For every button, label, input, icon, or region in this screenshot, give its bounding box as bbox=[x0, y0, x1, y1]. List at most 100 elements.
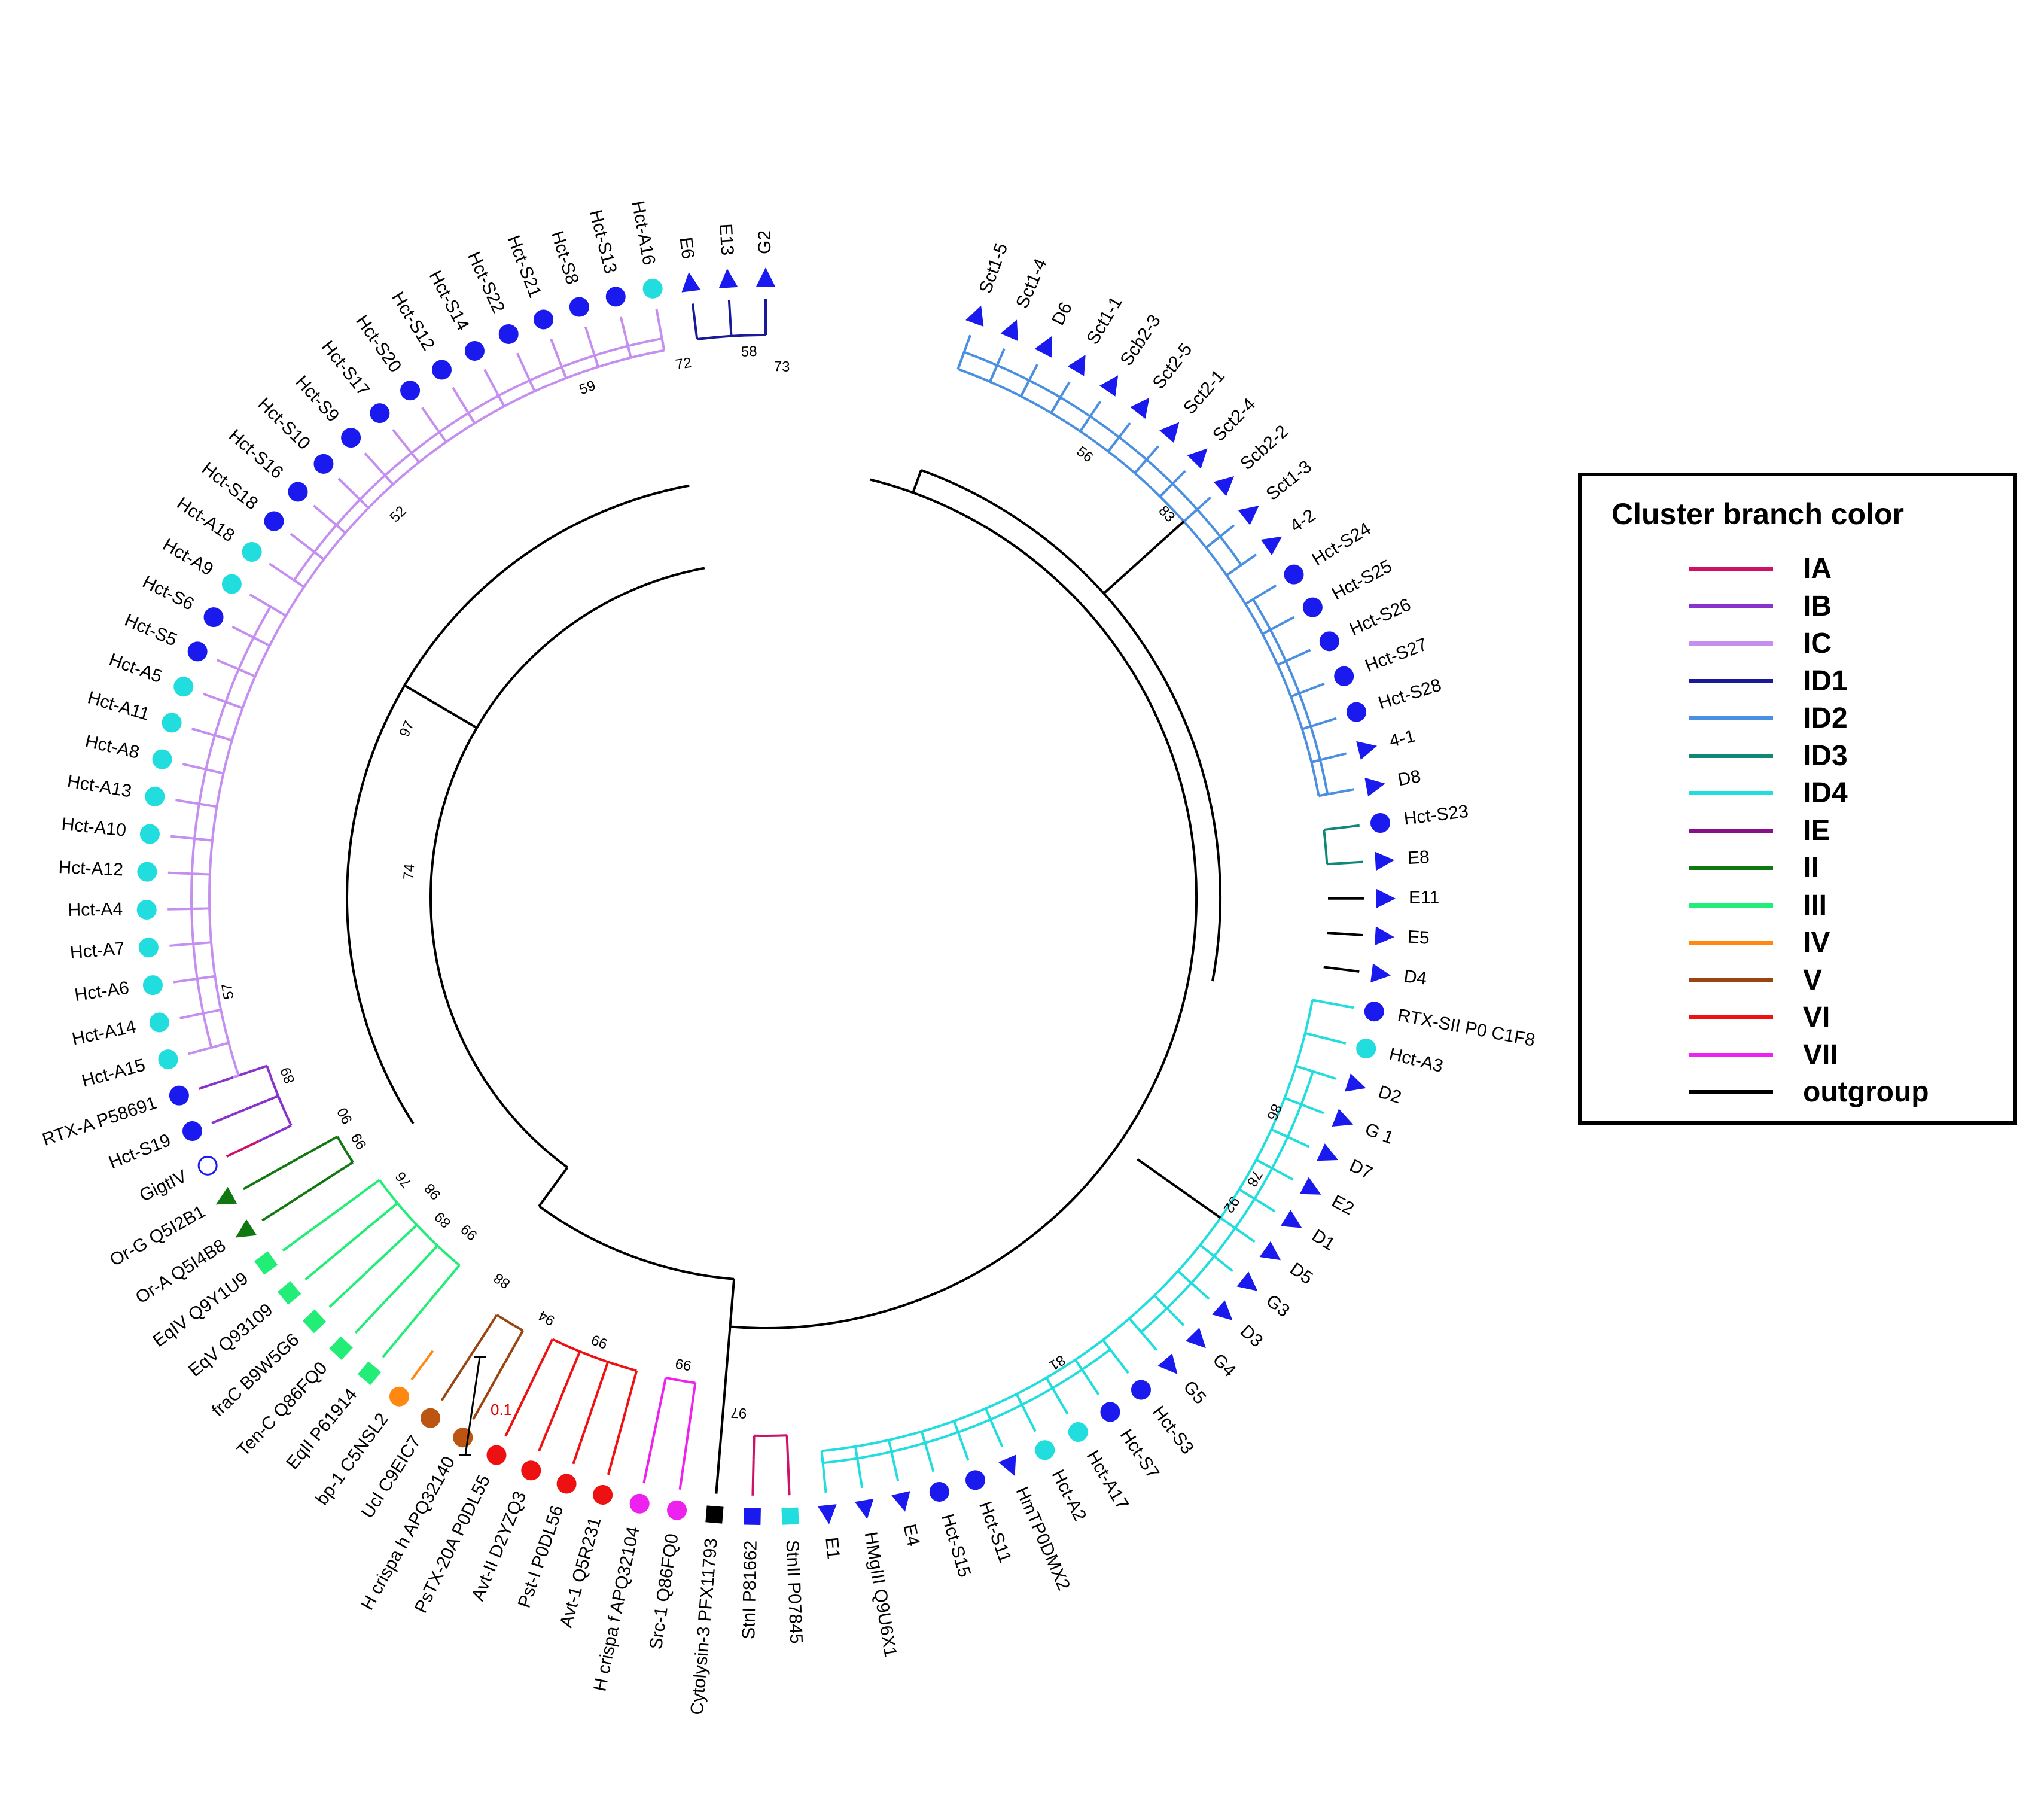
leaf-label: Hct-A18 bbox=[173, 494, 238, 546]
support-value: 89 bbox=[431, 1209, 454, 1231]
clade-connector bbox=[467, 412, 473, 419]
clade-connector bbox=[1290, 1099, 1302, 1106]
leaf-label: Hct-A9 bbox=[159, 535, 217, 580]
leaf-marker bbox=[197, 1155, 218, 1176]
clade-connector bbox=[232, 1074, 239, 1079]
leaf-marker bbox=[1130, 397, 1150, 419]
leaf-branch bbox=[472, 1387, 492, 1420]
leaf-label: E8 bbox=[1407, 847, 1430, 868]
leaf-marker bbox=[400, 381, 421, 401]
clade-connector bbox=[404, 1264, 461, 1331]
leaf-branch bbox=[242, 1170, 276, 1191]
legend-swatch bbox=[1689, 1015, 1773, 1019]
clade-connector bbox=[1318, 793, 1328, 798]
leaf-marker bbox=[421, 1408, 441, 1428]
leaf-label: Hct-A2 bbox=[1047, 1466, 1090, 1524]
clade-connector bbox=[1134, 458, 1148, 474]
leaf-branch bbox=[1327, 932, 1363, 936]
support-value: 56 bbox=[1074, 443, 1096, 466]
leaf-branch bbox=[282, 1228, 313, 1252]
leaf-marker bbox=[215, 1186, 237, 1205]
clade-connector bbox=[1079, 415, 1092, 433]
support-value: 99 bbox=[458, 1221, 480, 1243]
leaf-branch bbox=[607, 1439, 619, 1475]
legend-label: IE bbox=[1803, 814, 1830, 847]
leaf-marker bbox=[1186, 1328, 1206, 1349]
clade-connector bbox=[214, 1008, 221, 1012]
clade-connector bbox=[211, 1043, 224, 1049]
clade-connector bbox=[922, 1436, 927, 1444]
leaf-marker bbox=[744, 1508, 761, 1526]
legend-item: outgroup bbox=[1689, 1075, 2000, 1110]
leaf-marker bbox=[389, 1386, 409, 1407]
leaf-marker bbox=[1131, 1380, 1151, 1400]
support-value: 72 bbox=[674, 355, 693, 373]
leaf-marker bbox=[341, 428, 361, 448]
leaf-label: Hct-S13 bbox=[586, 208, 620, 275]
leaf-label: Hct-A13 bbox=[66, 771, 133, 801]
leaf-marker bbox=[1334, 666, 1354, 686]
clade-connector bbox=[1018, 1399, 1023, 1405]
leaf-label: Hct-A6 bbox=[74, 978, 130, 1005]
tree-branches bbox=[167, 299, 1364, 1496]
leaf-marker bbox=[1187, 448, 1208, 469]
leaf-label: H crispa h APQ32140 bbox=[357, 1453, 459, 1614]
leaf-label: D5 bbox=[1286, 1259, 1316, 1288]
clade-connector bbox=[1204, 1247, 1215, 1258]
leaf-marker bbox=[264, 511, 284, 531]
clade-connector bbox=[662, 344, 666, 351]
clade-connector bbox=[270, 605, 282, 614]
legend-label: outgroup bbox=[1803, 1076, 1929, 1108]
clade-connector bbox=[1262, 628, 1271, 635]
leaf-label: E2 bbox=[1329, 1191, 1357, 1219]
clade-connector bbox=[359, 498, 365, 505]
clade-connector bbox=[1276, 1131, 1288, 1139]
support-value: 81 bbox=[1046, 1352, 1068, 1374]
clade-connector bbox=[1050, 397, 1062, 414]
leaf-marker bbox=[277, 1281, 301, 1305]
leaf-label: Hct-A17 bbox=[1083, 1447, 1132, 1513]
clade-connector bbox=[1205, 535, 1221, 549]
support-value: 57 bbox=[218, 982, 237, 1000]
clade-connector bbox=[1244, 1191, 1256, 1200]
clade-arc bbox=[1140, 1071, 1314, 1333]
leaf-branch bbox=[1327, 860, 1363, 866]
clade-arc bbox=[496, 1314, 524, 1332]
clade-connector bbox=[332, 1202, 398, 1258]
leaf-marker bbox=[1035, 1440, 1055, 1460]
leaf-marker bbox=[1370, 813, 1390, 833]
clade-connector bbox=[956, 351, 965, 370]
leaf-label: Hct-S14 bbox=[425, 267, 473, 334]
legend: Cluster branch color IA IB IC ID1 ID2 ID3 ID4 I… bbox=[1578, 473, 2017, 1125]
support-value: 97 bbox=[396, 719, 418, 740]
clade-connector bbox=[384, 474, 390, 481]
legend-label: ID2 bbox=[1803, 702, 1848, 734]
legend-item: IB bbox=[1689, 589, 2000, 625]
clade-connector bbox=[595, 361, 599, 367]
legend-swatch bbox=[1689, 978, 1773, 982]
leaf-marker bbox=[1345, 1073, 1366, 1092]
clade-connector bbox=[1045, 1377, 1051, 1384]
leaf-branch bbox=[261, 1200, 293, 1222]
leaf-marker bbox=[817, 1504, 837, 1524]
clade-connector bbox=[1238, 1188, 1245, 1194]
leaf-label: Hct-S12 bbox=[388, 288, 438, 354]
leaf-marker bbox=[169, 1085, 189, 1106]
leaf-label: Hct-S8 bbox=[547, 229, 582, 287]
leaf-branch bbox=[1323, 966, 1360, 973]
clade-connector bbox=[1015, 1393, 1021, 1400]
leaf-marker bbox=[242, 541, 262, 562]
leaf-marker bbox=[705, 1505, 724, 1524]
legend-swatch bbox=[1689, 604, 1773, 608]
leaf-branch bbox=[1318, 1000, 1354, 1009]
leaf-marker bbox=[1332, 1109, 1354, 1127]
leaf-marker bbox=[1317, 1143, 1339, 1161]
legend-swatch bbox=[1689, 1052, 1773, 1057]
leaf-label: Hct-S21 bbox=[503, 233, 545, 300]
support-value: 73 bbox=[773, 358, 790, 375]
leaf-label: E5 bbox=[1407, 927, 1430, 948]
leaf-branch bbox=[440, 1369, 462, 1401]
legend-swatch bbox=[1689, 716, 1773, 720]
leaf-label: Avt-1 Q5R231 bbox=[556, 1515, 605, 1630]
leaf-marker bbox=[629, 1493, 650, 1514]
